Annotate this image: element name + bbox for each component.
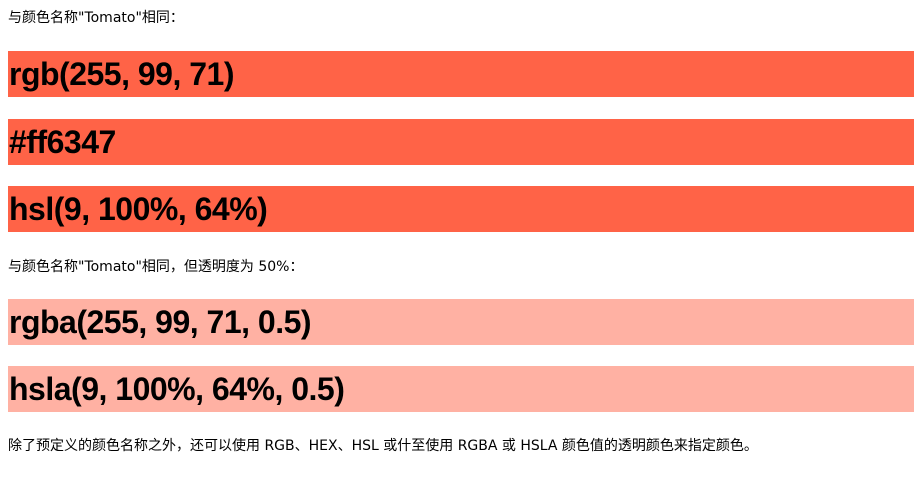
transparent-text: 与颜色名称"Tomato"相同，但透明度为 50%： <box>8 259 304 275</box>
footer-text: 除了预定义的颜色名称之外，还可以使用 RGB、HEX、HSL 或什至使用 RGB… <box>8 438 758 454</box>
swatch-rgba: rgba(255, 99, 71, 0.5) <box>8 299 914 345</box>
swatch-rgb: rgb(255, 99, 71) <box>8 51 914 97</box>
swatch-hsla: hsla(9, 100%, 64%, 0.5) <box>8 366 914 412</box>
swatch-hsl: hsl(9, 100%, 64%) <box>8 186 914 232</box>
intro-text: 与颜色名称"Tomato"相同： <box>8 10 184 26</box>
swatch-hex: #ff6347 <box>8 119 914 165</box>
